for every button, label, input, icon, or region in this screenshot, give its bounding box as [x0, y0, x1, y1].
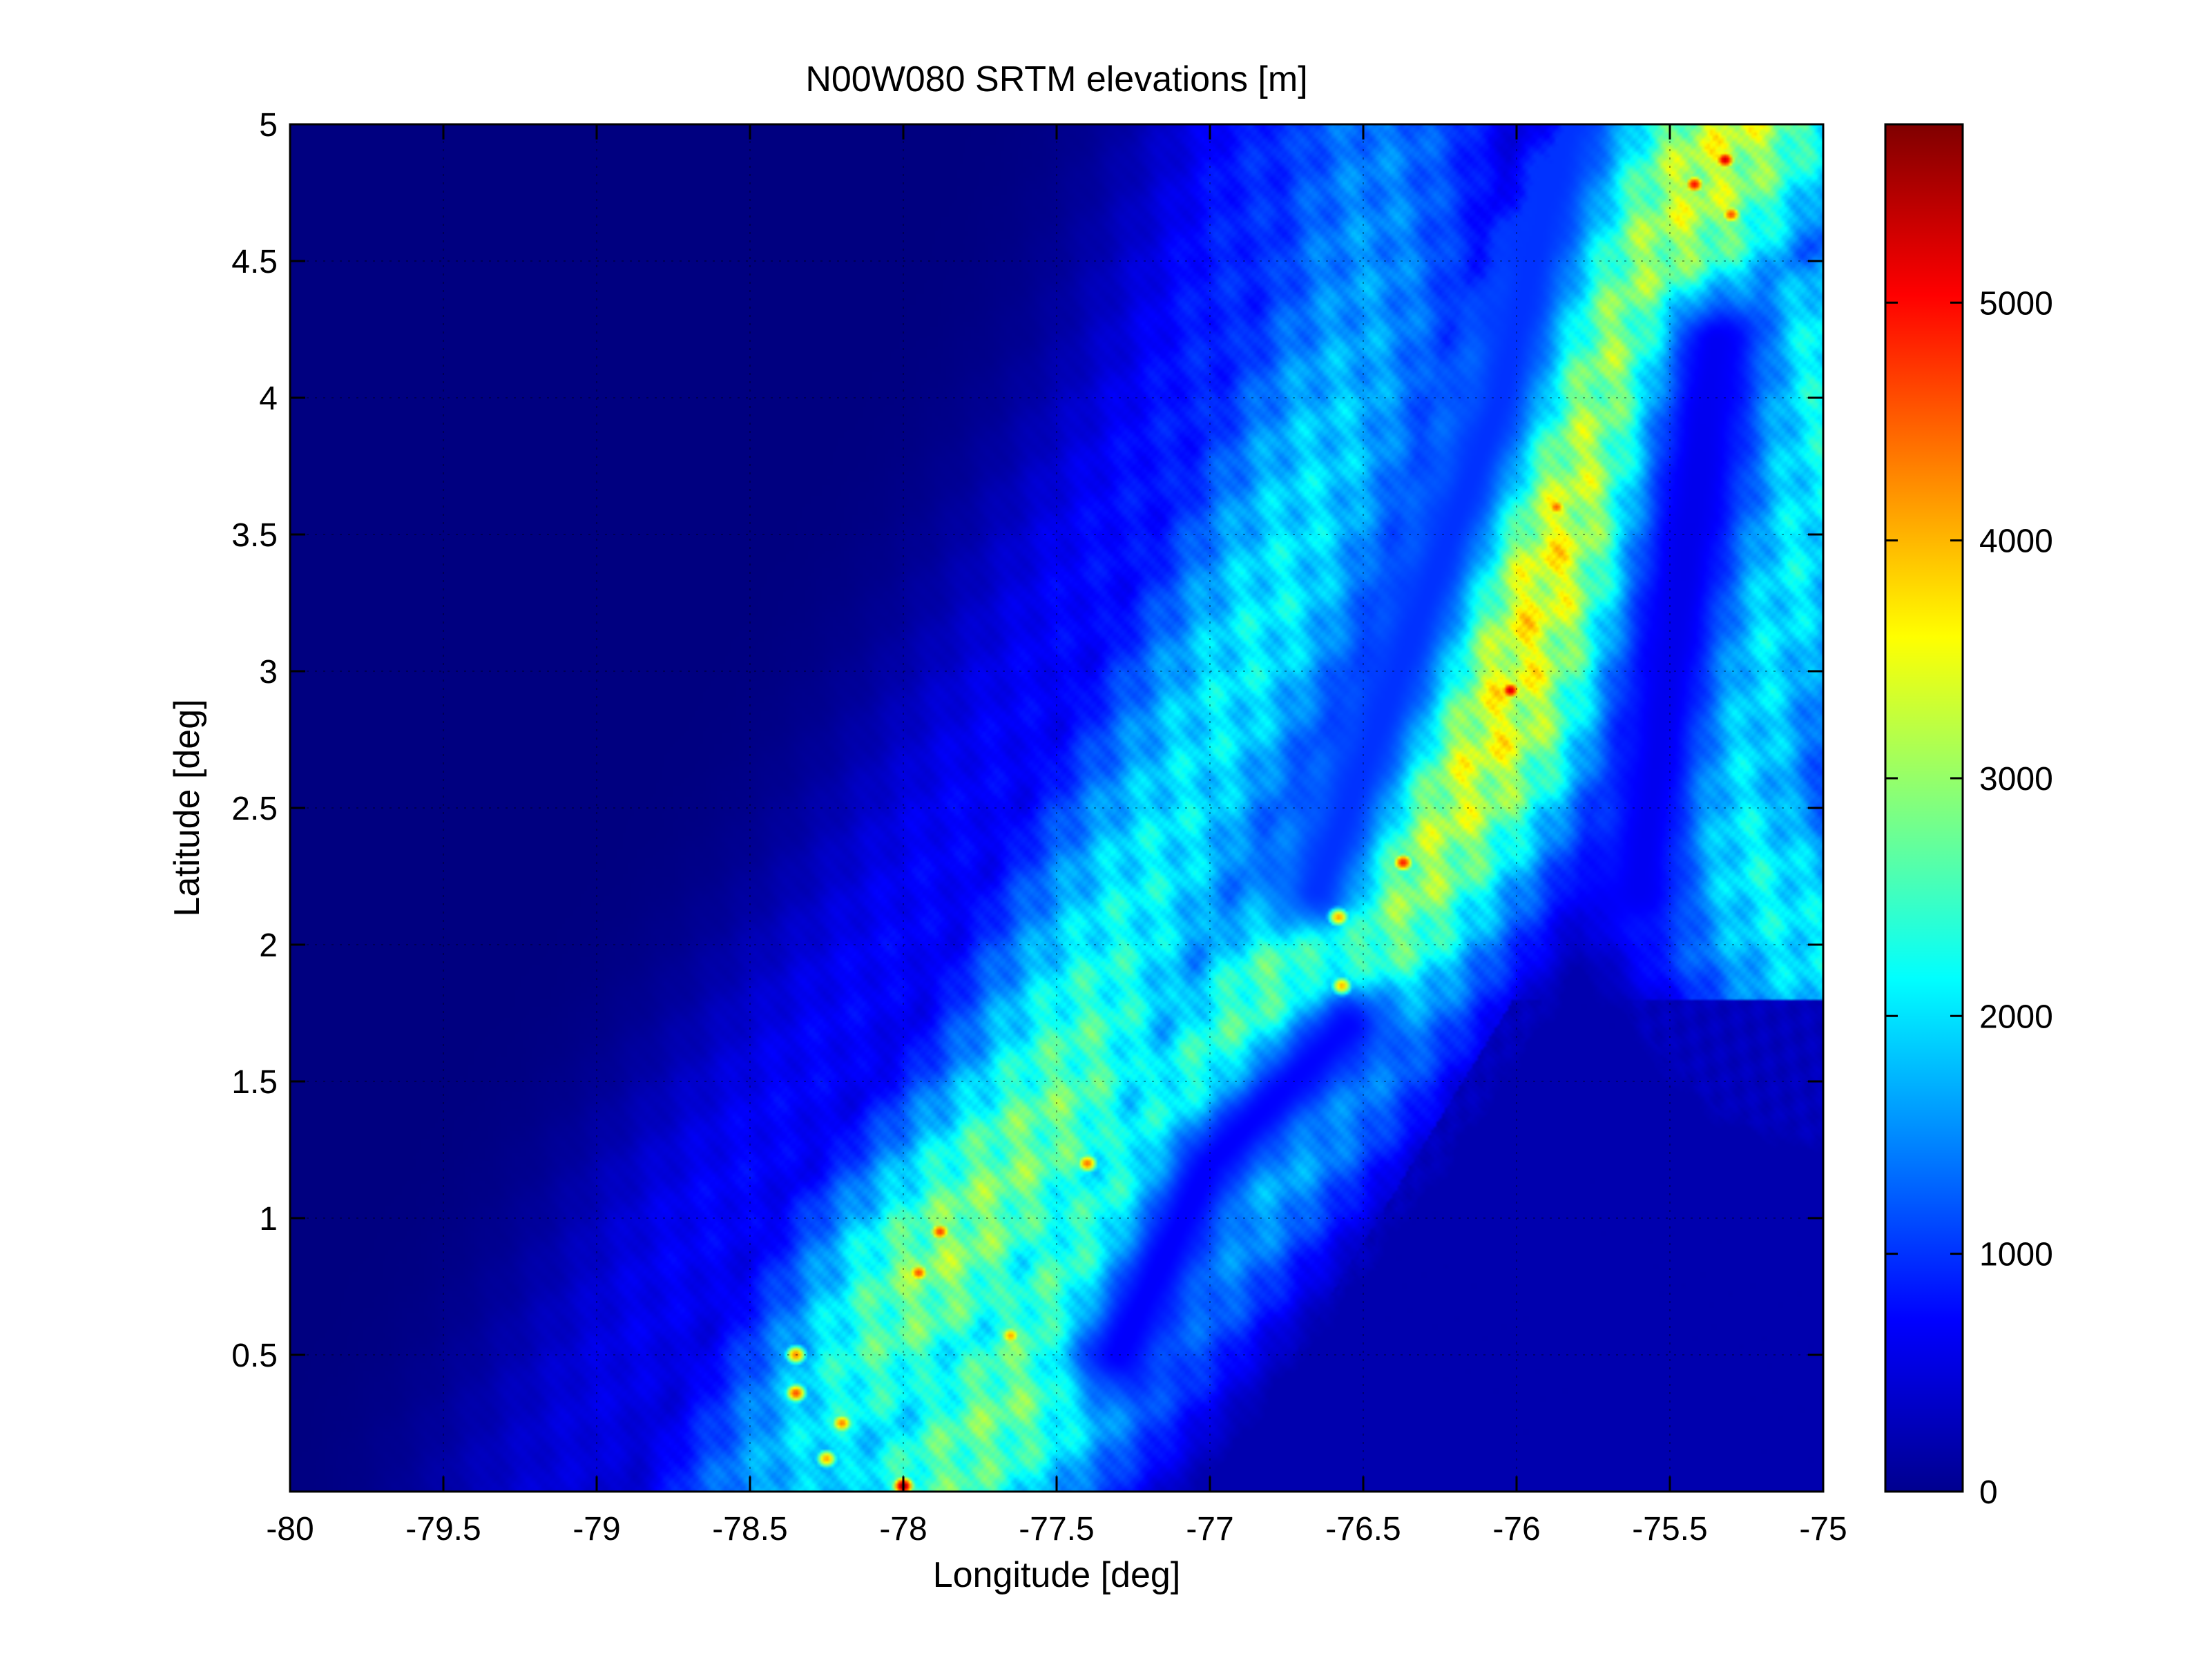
colorbar-tick-label: 2000 [1979, 999, 2053, 1035]
colorbar-ticks: 0 1000 2000 3000 4000 5000 [1885, 285, 2053, 1511]
y-tick-label: 0.5 [231, 1338, 278, 1374]
y-axis-ticks: 0.5 1 1.5 2 2.5 3 3.5 4 4.5 5 [231, 107, 1823, 1374]
y-tick-label: 2.5 [231, 791, 278, 827]
x-tick-label: -80 [266, 1511, 314, 1548]
y-tick-label: 5 [259, 107, 278, 144]
x-tick-label: -78.5 [712, 1511, 787, 1548]
y-tick-label: 3 [259, 654, 278, 691]
y-tick-label: 4 [259, 380, 278, 417]
x-axis-label: Longitude [deg] [933, 1555, 1181, 1595]
x-tick-label: -77.5 [1019, 1511, 1094, 1548]
colorbar: 0 1000 2000 3000 4000 5000 [1884, 123, 2053, 1511]
colorbar-gradient [1884, 123, 1964, 1493]
x-tick-label: -76.5 [1325, 1511, 1401, 1548]
colorbar-tick-label: 0 [1979, 1474, 1998, 1511]
y-tick-label: 4.5 [231, 244, 278, 280]
colorbar-tick-label: 5000 [1979, 285, 2053, 322]
x-tick-label: -77 [1186, 1511, 1233, 1548]
y-tick-label: 3.5 [231, 517, 278, 554]
y-tick-label: 2 [259, 927, 278, 964]
x-tick-label: -75 [1799, 1511, 1847, 1548]
x-tick-label: -76 [1492, 1511, 1540, 1548]
colorbar-tick-label: 4000 [1979, 523, 2053, 560]
x-tick-label: -75.5 [1632, 1511, 1707, 1548]
plot-area [289, 123, 1825, 1493]
x-tick-label: -78 [879, 1511, 927, 1548]
colorbar-tick-label: 3000 [1979, 761, 2053, 798]
elevation-heatmap [290, 124, 1823, 1492]
y-axis-label: Latitude [deg] [167, 699, 207, 916]
chart-title: N00W080 SRTM elevations [m] [805, 59, 1307, 99]
x-axis-ticks: -80 -79.5 -79 -78.5 -78 -77.5 -77 -76.5 -76 -75.5… [266, 124, 1847, 1548]
y-tick-label: 1.5 [231, 1064, 278, 1101]
x-tick-label: -79 [573, 1511, 620, 1548]
y-tick-label: 1 [259, 1201, 278, 1237]
x-tick-label: -79.5 [405, 1511, 481, 1548]
colorbar-tick-label: 1000 [1979, 1237, 2053, 1273]
